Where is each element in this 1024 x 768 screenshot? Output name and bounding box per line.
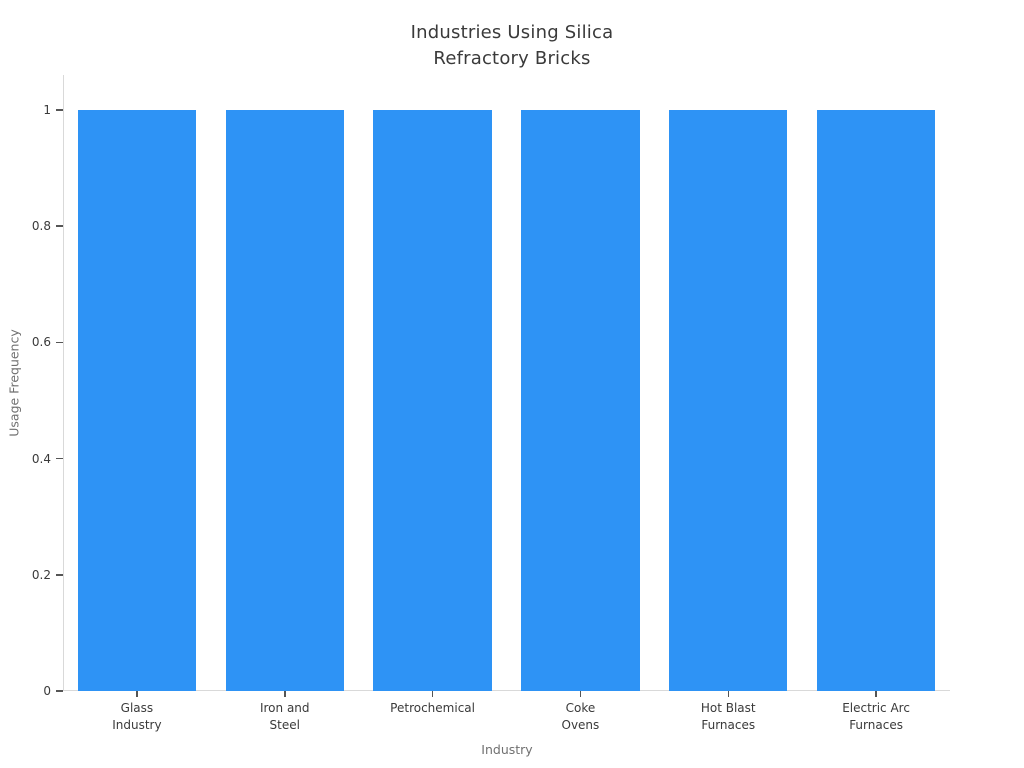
x-tick-mark <box>136 691 138 697</box>
y-tick-mark <box>56 225 63 227</box>
y-tick-label: 0.4 <box>31 451 51 466</box>
x-axis-category-label: Iron and Steel <box>210 700 360 734</box>
y-tick-label: 1 <box>43 103 51 117</box>
bar-1 <box>77 110 197 691</box>
chart-title-line-1: Industries Using Silica <box>410 22 614 43</box>
category-label-line: Petrochemical <box>390 701 475 715</box>
y-tick-label: 0.2 <box>31 567 51 582</box>
x-axis-category-label: Petrochemical <box>358 700 508 717</box>
category-label-line: Furnaces <box>849 718 903 732</box>
bar-2 <box>225 110 344 691</box>
category-label-line: Furnaces <box>701 718 756 732</box>
plot-area: 0 0.2 0.4 0.6 0.8 1 Glass Industry Iron and Steel… <box>32 75 950 732</box>
bar-4 <box>521 110 640 691</box>
x-axis-category-label: Hot Blast Furnaces <box>653 700 803 734</box>
y-tick-mark <box>56 574 63 576</box>
bar-6 <box>816 110 936 691</box>
y-axis-line <box>63 75 64 691</box>
y-tick-mark <box>56 457 63 460</box>
x-tick-mark <box>579 691 582 697</box>
chart-title-line-2: Refractory Bricks <box>433 48 591 69</box>
y-tick-label: 0 <box>43 684 51 698</box>
category-label-line: Ovens <box>561 718 600 732</box>
y-tick-mark <box>56 109 63 111</box>
category-label-line: Coke <box>565 701 596 715</box>
y-tick-label: 0.6 <box>31 335 51 350</box>
category-label-line: Iron and <box>259 701 310 715</box>
x-tick-mark <box>727 691 729 697</box>
y-axis-title: Usage Frequency <box>6 329 22 437</box>
y-tick-mark <box>56 690 63 692</box>
category-label-line: Electric Arc <box>842 701 910 715</box>
x-axis-title: Industry <box>481 742 533 757</box>
bar-3 <box>373 110 492 691</box>
category-label-line: Steel <box>269 718 300 732</box>
x-tick-mark <box>431 691 434 697</box>
x-axis-line <box>63 690 950 691</box>
bar-5 <box>669 110 788 691</box>
y-tick-label: 0.8 <box>31 219 51 234</box>
category-label-line: Glass <box>120 701 154 715</box>
y-tick-mark <box>56 341 63 344</box>
x-tick-mark <box>284 691 286 697</box>
x-axis-category-label: Coke Ovens <box>505 700 655 734</box>
x-axis-category-label: Glass Industry <box>62 700 212 734</box>
category-label-line: Industry <box>112 718 162 732</box>
category-label-line: Hot Blast <box>700 701 756 715</box>
x-tick-mark <box>875 691 877 697</box>
x-axis-category-label: Electric Arc Furnaces <box>801 700 951 734</box>
chart-title: Industries Using Silica Refractory Brick… <box>0 20 1024 72</box>
